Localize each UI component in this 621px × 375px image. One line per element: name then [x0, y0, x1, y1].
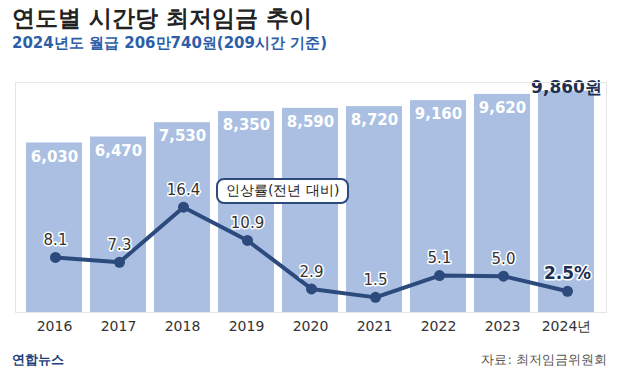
svg-text:10.9: 10.9	[231, 214, 264, 232]
svg-text:2017: 2017	[101, 318, 137, 334]
svg-text:9,160: 9,160	[415, 105, 462, 123]
html-text:인상률(전년 대비): 인상률(전년 대비)	[226, 182, 340, 198]
svg-text:1.5: 1.5	[364, 271, 388, 289]
svg-text:2019: 2019	[229, 318, 265, 334]
svg-text:6,470: 6,470	[95, 142, 142, 160]
svg-text:2.5%: 2.5%	[544, 263, 591, 283]
svg-text:2020: 2020	[293, 318, 329, 334]
svg-text:7.3: 7.3	[108, 236, 132, 254]
svg-text:2022: 2022	[421, 318, 457, 334]
svg-text:2024년: 2024년	[542, 318, 592, 334]
svg-text:2.9: 2.9	[300, 263, 324, 281]
svg-text:8.1: 8.1	[44, 231, 68, 249]
html-text:연합뉴스: 연합뉴스	[12, 352, 64, 367]
svg-text:2018: 2018	[165, 318, 201, 334]
svg-text:5.1: 5.1	[428, 249, 452, 267]
svg-text:8,720: 8,720	[351, 111, 398, 129]
svg-text:2016: 2016	[37, 318, 73, 334]
svg-text:9,620: 9,620	[479, 99, 526, 117]
html-text:자료: 최저임금위원회: 자료: 최저임금위원회	[481, 352, 607, 367]
svg-text:8,590: 8,590	[287, 113, 334, 131]
svg-text:16.4: 16.4	[167, 181, 200, 199]
svg-text:9,860원: 9,860원	[531, 77, 602, 97]
svg-text:5.0: 5.0	[492, 250, 516, 268]
svg-text:7,530: 7,530	[159, 127, 206, 145]
svg-text:6,030: 6,030	[31, 148, 78, 166]
svg-text:2021: 2021	[357, 318, 393, 334]
svg-text:8,350: 8,350	[223, 116, 270, 134]
html-text:연도별 시간당 최저임금 추이: 연도별 시간당 최저임금 추이	[12, 5, 312, 31]
html-text:2024년도 월급 206만740원(209시간 기준): 2024년도 월급 206만740원(209시간 기준)	[12, 34, 328, 52]
svg-text:2023: 2023	[485, 318, 521, 334]
